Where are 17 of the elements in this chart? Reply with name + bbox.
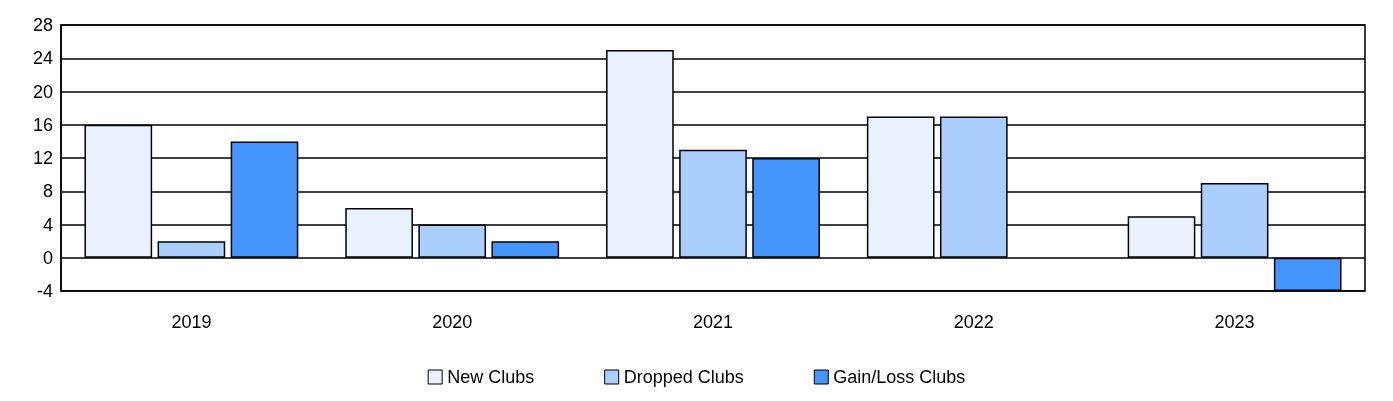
x-tick-label: 2022 — [953, 312, 994, 332]
y-tick-label: 8 — [42, 181, 53, 202]
legend-label: New Clubs — [447, 367, 535, 387]
y-tick-label: 20 — [32, 81, 53, 102]
x-tick-label: 2020 — [432, 312, 473, 332]
legend-label: Dropped Clubs — [623, 367, 744, 387]
y-tick-label: -4 — [36, 281, 53, 301]
y-tick-label: 28 — [32, 15, 53, 35]
y-tick-label: 4 — [42, 214, 53, 235]
y-tick-label: 24 — [32, 48, 53, 69]
x-tick-label: 2023 — [1214, 312, 1255, 332]
x-tick-label: 2019 — [171, 312, 212, 332]
legend-label: Gain/Loss Clubs — [833, 367, 966, 387]
y-tick-label: 16 — [32, 114, 53, 135]
x-tick-label: 2021 — [692, 312, 734, 332]
y-tick-label: 0 — [42, 247, 53, 268]
y-tick-label: 12 — [32, 148, 53, 168]
